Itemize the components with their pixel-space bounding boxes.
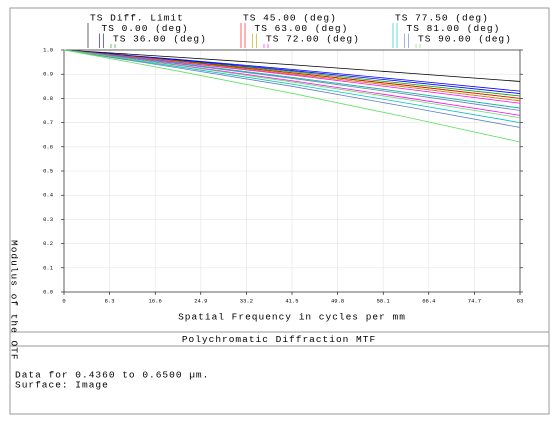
mtf-line [63,49,521,82]
y-axis-label: Modulus of the OTF [8,240,19,361]
y-tick-label: 0.8 [43,95,53,102]
frame [9,7,550,415]
y-tick-label: 0.4 [43,192,54,199]
legend-label: TS 36.00 (deg) [113,34,207,45]
x-tick-label: 16.6 [149,297,162,304]
y-tick-label: 0.7 [43,119,53,126]
mtf-line [63,49,521,94]
legend-label: TS 81.00 (deg) [407,23,501,34]
legend-label: TS 63.00 (deg) [255,23,349,34]
mtf-line [63,49,521,143]
chart-title: Polychromatic Diffraction MTF [182,334,376,345]
mtf-line [63,49,521,119]
x-axis-label: Spatial Frequency in cycles per mm [178,312,406,323]
legend-label: TS 90.00 (deg) [418,34,512,45]
legend-label: TS 72.00 (deg) [266,34,360,45]
y-tick-label: 0.3 [43,216,53,223]
x-tick-label: 49.8 [331,297,344,304]
mtf-line [63,49,521,128]
legend-label: TS Diff. Limit [90,13,184,24]
y-tick-label: 0.5 [43,167,53,174]
y-tick-label: 0.0 [43,288,53,295]
x-tick-label: 58.1 [377,297,391,304]
x-tick-label: 74.7 [468,297,481,304]
mtf-line [63,49,521,123]
mtf-line [63,49,521,104]
x-tick-label: 24.9 [194,297,207,304]
x-tick-label: 0 [62,297,65,304]
x-tick-label: 41.5 [285,297,298,304]
legend-label: TS 45.00 (deg) [243,13,337,24]
legend-label: TS 77.50 (deg) [395,13,489,24]
y-tick-label: 0.2 [43,240,53,247]
x-tick-label: 83 [517,297,524,304]
note: Data for 0.4360 to 0.6500 µm. [15,370,209,381]
y-tick-label: 1.0 [43,46,53,53]
y-tick-label: 0.9 [43,71,53,78]
plot-area [63,49,521,293]
x-tick-label: 8.3 [105,297,115,304]
mtf-line [63,49,521,102]
y-tick-label: 0.6 [43,143,53,150]
mtf-line [63,49,521,111]
x-tick-label: 33.2 [240,297,253,304]
note: Surface: Image [15,380,109,391]
y-tick-label: 0.1 [43,264,54,271]
x-tick-label: 66.4 [422,297,436,304]
legend-label: TS 0.00 (deg) [102,23,189,34]
